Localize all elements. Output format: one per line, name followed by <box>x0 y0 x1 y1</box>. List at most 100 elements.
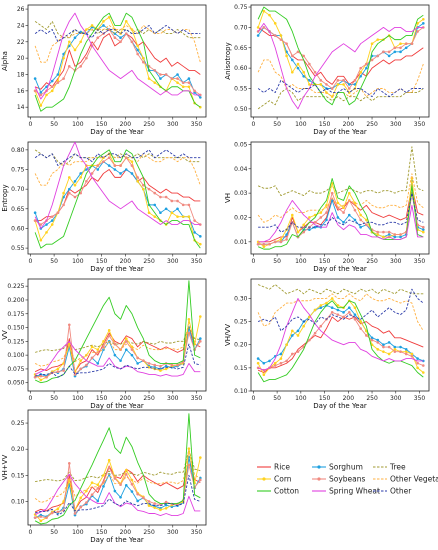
data-point-soybeans <box>62 77 65 80</box>
data-point-corn <box>39 378 43 382</box>
data-point-corn <box>336 83 340 86</box>
x-tick-label: 100 <box>295 258 307 265</box>
data-point-soybeans <box>56 370 60 373</box>
data-point-corn <box>416 22 419 25</box>
data-point-sorghum <box>422 228 425 231</box>
data-point-soybeans <box>422 225 425 229</box>
y-tick-label: 0.050 <box>7 380 24 387</box>
x-tick-label: 100 <box>72 258 84 265</box>
data-point-corn <box>176 81 179 84</box>
data-point-corn <box>159 508 162 512</box>
data-point-sorghum <box>159 77 162 80</box>
data-point-corn <box>67 40 71 44</box>
data-point-soybeans <box>50 215 54 218</box>
legend-label-springwheat: Spring Wheat <box>329 487 380 496</box>
data-point-soybeans <box>308 338 311 342</box>
data-point-corn <box>285 54 288 58</box>
data-point-sorghum <box>308 79 311 82</box>
data-point-soybeans <box>353 317 357 321</box>
data-point-corn <box>382 235 385 239</box>
data-point-soybeans <box>285 359 288 363</box>
data-point-soybeans <box>387 50 391 54</box>
data-point-sorghum <box>330 306 334 309</box>
legend-item-otherveg: Other Vegetation <box>373 475 438 484</box>
data-point-soybeans <box>302 54 305 58</box>
data-point-soybeans <box>181 203 185 207</box>
data-point-soybeans <box>393 233 397 236</box>
data-point-corn <box>102 340 105 343</box>
data-point-soybeans <box>330 311 334 314</box>
data-point-sorghum <box>268 359 271 363</box>
data-point-sorghum <box>387 341 391 344</box>
data-point-corn <box>290 70 294 74</box>
data-point-soybeans <box>353 79 357 82</box>
data-point-soybeans <box>330 191 334 195</box>
data-point-corn <box>302 223 305 227</box>
data-point-sorghum <box>164 503 168 507</box>
data-point-corn <box>62 191 65 195</box>
data-point-soybeans <box>113 342 117 346</box>
data-point-sorghum <box>153 203 157 207</box>
data-point-sorghum <box>422 22 425 25</box>
data-point-soybeans <box>313 331 317 335</box>
x-axis-label: Day of the Year <box>90 265 144 273</box>
data-point-corn <box>50 89 54 93</box>
data-point-soybeans <box>359 327 362 330</box>
y-tick-label: 14 <box>17 104 25 111</box>
data-point-corn <box>325 301 328 305</box>
plot-frame <box>27 409 207 526</box>
series-line-tree <box>257 146 424 197</box>
data-point-sorghum <box>62 52 65 56</box>
data-point-soybeans <box>404 352 408 356</box>
data-point-corn <box>336 201 340 205</box>
data-point-soybeans <box>159 73 162 76</box>
y-tick-label: 0.150 <box>7 325 24 332</box>
data-point-soybeans <box>107 466 111 469</box>
series-group <box>33 12 202 112</box>
data-point-sorghum <box>404 46 408 50</box>
data-point-corn <box>62 56 65 60</box>
data-point-corn <box>256 361 260 365</box>
data-point-sorghum <box>404 348 408 351</box>
data-point-soybeans <box>130 40 134 44</box>
data-point-soybeans <box>410 354 414 358</box>
data-point-sorghum <box>313 225 317 229</box>
data-point-soybeans <box>102 345 105 349</box>
data-point-soybeans <box>187 203 191 207</box>
data-point-sorghum <box>382 343 385 347</box>
data-point-soybeans <box>33 516 37 519</box>
data-point-soybeans <box>416 361 419 365</box>
data-point-sorghum <box>319 306 323 309</box>
data-point-corn <box>50 223 54 226</box>
panel-entropy: 0.55 0.60 0.65 0.70 0.75 0.80 0 50 100 150 200 250 3… <box>1 141 207 273</box>
data-point-sorghum <box>119 359 122 362</box>
series-line-springwheat <box>258 199 424 243</box>
y-axis-label: Alpha <box>1 51 9 71</box>
legend-marker-sorghum <box>317 465 321 469</box>
data-point-sorghum <box>262 361 266 365</box>
y-tick-label: 0.125 <box>7 338 24 345</box>
data-point-soybeans <box>176 199 179 203</box>
series-line-tree <box>34 149 201 167</box>
data-point-soybeans <box>376 230 380 234</box>
data-point-corn <box>56 507 60 511</box>
series-line-springwheat <box>34 12 201 100</box>
data-point-corn <box>279 34 283 37</box>
data-point-soybeans <box>85 179 88 183</box>
series-group <box>33 280 202 384</box>
data-point-corn <box>273 361 277 365</box>
panel-vv: 0.050 0.075 0.100 0.125 0.150 0.175 0.200 0.225… <box>1 278 207 410</box>
data-point-corn <box>416 366 419 370</box>
x-tick-label: 300 <box>390 395 402 402</box>
plot-frame <box>250 278 430 392</box>
data-point-sorghum <box>107 164 111 167</box>
data-point-soybeans <box>39 515 43 518</box>
data-point-corn <box>187 447 191 450</box>
data-point-soybeans <box>376 341 380 344</box>
legend-marker-soybeans <box>317 477 321 481</box>
data-point-soybeans <box>107 334 111 338</box>
x-tick-label: 150 <box>319 258 331 265</box>
data-point-sorghum <box>119 495 122 499</box>
series-line-cotton <box>34 149 201 249</box>
y-tick-label: 0.30 <box>234 295 248 302</box>
